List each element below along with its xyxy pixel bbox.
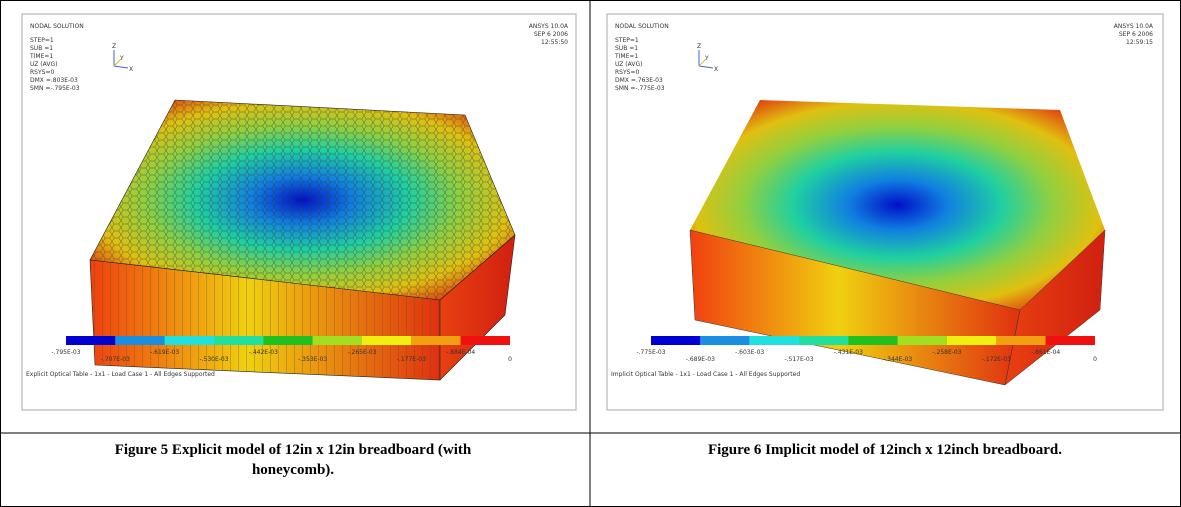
plot-date: SEP 6 2006 <box>534 31 568 38</box>
caption: Figure 6 Implicit model of 12inch x 12in… <box>670 440 1100 460</box>
legend-label: -.517E-03 <box>784 356 813 363</box>
plot-info: STEP=1 <box>30 37 54 44</box>
plot-info: DMX =.763E-03 <box>615 77 663 84</box>
plot-info: RSYS=0 <box>30 69 54 76</box>
figure-table: NODAL SOLUTIONSTEP=1SUB =1TIME=1UZ (AVG)… <box>0 0 1181 507</box>
caption: Figure 5 Explicit model of 12in x 12in b… <box>78 440 508 480</box>
legend-label: -.258E-03 <box>932 349 961 356</box>
colorbar-segment <box>700 336 749 345</box>
colorbar-segment <box>996 336 1045 345</box>
plot-footer: Implicit Optical Table - 1x1 - Load Case… <box>611 371 800 378</box>
colorbar-segment <box>1046 336 1095 345</box>
legend-label: -.619E-03 <box>150 349 179 356</box>
colorbar-segment <box>651 336 700 345</box>
axis-label: Y <box>704 55 709 62</box>
plot-footer: Explicit Optical Table - 1x1 - Load Case… <box>26 371 215 378</box>
colorbar-segment <box>848 336 897 345</box>
colorbar-segment <box>411 336 460 345</box>
plot-info: RSYS=0 <box>615 69 639 76</box>
legend-label: -.603E-03 <box>735 349 764 356</box>
colorbar-segment <box>799 336 848 345</box>
axis-label: Y <box>119 55 124 62</box>
legend-label: -.344E-03 <box>883 356 912 363</box>
axis-label: Z <box>112 43 116 50</box>
plot-info: UZ (AVG) <box>615 61 642 68</box>
colorbar-segment <box>461 336 510 345</box>
colorbar-segment <box>115 336 164 345</box>
legend-label: -.353E-03 <box>298 356 327 363</box>
colorbar-segment <box>165 336 214 345</box>
legend-label: -.689E-03 <box>686 356 715 363</box>
legend-label: -.177E-03 <box>397 356 426 363</box>
colorbar-segment <box>898 336 947 345</box>
legend-label: 0 <box>1093 356 1097 363</box>
legend-label: -.265E-03 <box>347 349 376 356</box>
plot-time: 12:55:50 <box>541 39 568 46</box>
colorbar-segment <box>750 336 799 345</box>
colorbar-segment <box>66 336 115 345</box>
plot-date: SEP 6 2006 <box>1119 31 1153 38</box>
legend-label: -.795E-03 <box>51 349 80 356</box>
plot-info: SMN =-.775E-03 <box>615 85 665 92</box>
legend-label: -.775E-03 <box>636 349 665 356</box>
plot-time: 12:59:15 <box>1126 39 1153 46</box>
colorbar-segment <box>313 336 362 345</box>
legend-label: -.861E-04 <box>1031 349 1060 356</box>
legend-label: -.707E-03 <box>101 356 130 363</box>
axis-label: X <box>129 66 133 73</box>
legend-label: -.442E-03 <box>249 349 278 356</box>
page: NODAL SOLUTIONSTEP=1SUB =1TIME=1UZ (AVG)… <box>0 0 1181 507</box>
legend-label: -.884E-04 <box>446 349 475 356</box>
plot-info: SMN =-.795E-03 <box>30 85 80 92</box>
plot-info: TIME=1 <box>29 53 53 60</box>
plot-title: NODAL SOLUTION <box>615 23 669 30</box>
plot-info: TIME=1 <box>614 53 638 60</box>
plot-info: UZ (AVG) <box>30 61 57 68</box>
plot-info: SUB =1 <box>615 45 638 52</box>
legend-label: -.530E-03 <box>199 356 228 363</box>
colorbar-segment <box>947 336 996 345</box>
axis-label: X <box>714 66 718 73</box>
legend-label: -.431E-03 <box>834 349 863 356</box>
plot-title: NODAL SOLUTION <box>30 23 84 30</box>
axis-label: Z <box>697 43 701 50</box>
plot-program: ANSYS 10.0A <box>529 23 569 30</box>
colorbar-segment <box>362 336 411 345</box>
plot-info: STEP=1 <box>615 37 639 44</box>
colorbar-segment <box>214 336 263 345</box>
plot-info: SUB =1 <box>30 45 53 52</box>
legend-label: 0 <box>508 356 512 363</box>
plot-info: DMX =.803E-03 <box>30 77 78 84</box>
legend-label: -.172E-03 <box>982 356 1011 363</box>
plot-program: ANSYS 10.0A <box>1114 23 1154 30</box>
colorbar-segment <box>263 336 312 345</box>
